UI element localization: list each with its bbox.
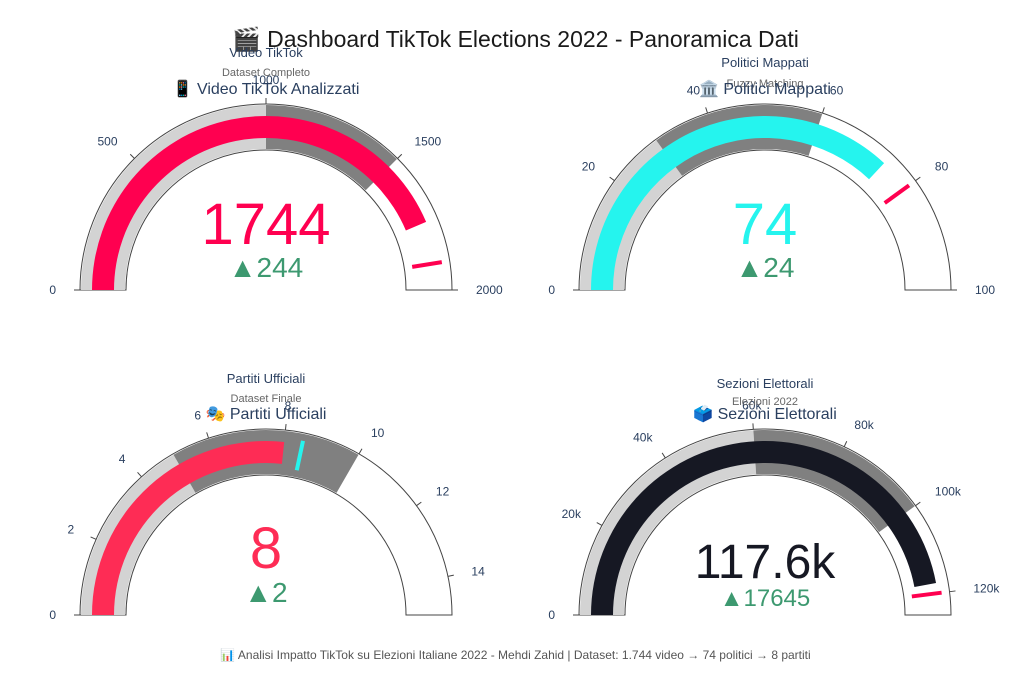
gauge-4-tick-label: 40k — [633, 431, 653, 445]
gauge-2-tick-label: 0 — [548, 283, 555, 297]
gauge-1-overlay-subtitle: Dataset Completo — [222, 67, 310, 79]
gauge-3-tick-mark — [447, 574, 454, 577]
gauge-2-tick-label: 40 — [687, 83, 701, 97]
gauge-4-overlay-subtitle: Elezioni 2022 — [732, 396, 798, 408]
gauge-4-tick-label: 20k — [562, 507, 582, 521]
gauge-1-tick-label: 1000 — [253, 73, 280, 87]
gauge-1-threshold-marker — [411, 260, 443, 269]
gauge-1-tick-mark — [129, 153, 135, 159]
gauge-3-tick-label: 2 — [67, 523, 74, 537]
gauge-2-tick-label: 20 — [582, 160, 596, 174]
gauge-3-tick-label: 12 — [436, 485, 450, 499]
gauge-4-overlay-title: Sezioni Elettorali — [717, 376, 814, 391]
gauge-2-overlay-title: Politici Mappati — [721, 55, 809, 70]
gauge-2-overlay-subtitle: Fuzzy Matching — [726, 78, 803, 90]
gauge-1-tick-label: 0 — [49, 283, 56, 297]
gauge-2-threshold-marker — [883, 183, 911, 205]
dashboard-footer: 📊 Analisi Impatto TikTok su Elezioni Ita… — [220, 648, 811, 662]
gauge-4-tick-mark — [949, 590, 956, 593]
gauge-3-tick-mark — [137, 471, 142, 478]
gauge-3-value-number: 8 — [250, 516, 282, 581]
gauge-3-tick-label: 0 — [49, 608, 56, 622]
gauge-2-tick-mark — [705, 107, 708, 114]
gauge-3-overlay-title: Partiti Ufficiali — [227, 371, 306, 386]
gauge-3-tick-label: 10 — [371, 426, 385, 440]
gauge-3-tick-label: 6 — [194, 408, 201, 422]
gauge-4-value-number: 117.6k — [695, 536, 837, 589]
gauge-2-delta: ▲24 — [736, 252, 795, 283]
gauge-4-delta: ▲17645 — [720, 585, 811, 612]
gauge-4-tick-label: 60k — [742, 398, 762, 412]
gauge-3-threshold-marker — [294, 440, 305, 471]
gauge-3-title: 🎭 Partiti Ufficiali — [206, 406, 327, 423]
gauge-1-value-bar — [92, 115, 427, 290]
gauge-4-tick-mark — [596, 522, 603, 526]
gauge-4-tick-mark — [915, 501, 921, 507]
gauge-1-tick-mark — [397, 153, 403, 159]
gauge-1-step-1 — [81, 105, 266, 290]
gauge-4-tick-mark — [843, 441, 848, 447]
gauge-2-tick-label: 80 — [935, 160, 949, 174]
gauge-3-overlay-subtitle: Dataset Finale — [231, 393, 302, 405]
gauge-3-delta: ▲2 — [244, 577, 287, 608]
gauge-4-title: 🗳️ Sezioni Elettorali — [693, 404, 837, 423]
gauge-4-tick-label: 100k — [935, 485, 962, 499]
gauge-4-value-bar — [591, 441, 937, 615]
gauge-3-tick-mark — [90, 536, 97, 540]
gauge-1-tick-label: 1500 — [414, 135, 441, 149]
gauge-4-threshold-marker — [911, 590, 942, 599]
gauge-2-tick-label: 100 — [975, 283, 995, 297]
gauge-3-tick-mark — [284, 423, 287, 431]
gauge-1-title: 📱 Video TikTok Analizzati — [173, 79, 360, 98]
gauge-3-tick-mark — [416, 501, 422, 507]
gauge-1-overlay-title: Video TikTok — [229, 45, 303, 60]
gauge-2-value-bar — [591, 115, 885, 291]
gauge-2-title: 🏛️ Politici Mappati — [699, 79, 831, 98]
gauge-2-tick-mark — [822, 107, 825, 114]
gauge-4-step-1 — [580, 430, 757, 615]
gauge-3-tick-mark — [358, 448, 363, 455]
gauge-1-delta: ▲244 — [229, 252, 303, 283]
gauge-1-tick-label: 2000 — [476, 283, 503, 297]
gauge-2-value-number: 74 — [733, 192, 798, 257]
gauge-4-tick-mark — [661, 452, 666, 459]
gauge-3-tick-label: 14 — [471, 564, 485, 578]
gauge-4-tick-label: 120k — [973, 582, 1000, 596]
gauge-3-tick-label: 8 — [285, 399, 292, 413]
gauge-3-tick-label: 4 — [119, 452, 126, 466]
gauge-1-value-number: 1744 — [201, 192, 330, 257]
gauge-4-tick-label: 80k — [854, 418, 874, 432]
dashboard-title: 🎬 Dashboard TikTok Elections 2022 - Pano… — [232, 26, 799, 52]
gauge-2-tick-mark — [915, 176, 921, 182]
gauge-2-tick-label: 60 — [830, 83, 844, 97]
gauge-3-tick-mark — [206, 432, 209, 439]
gauge-3-value-bar — [92, 441, 285, 615]
gauge-2-tick-mark — [609, 176, 615, 182]
gauge-1-tick-label: 500 — [97, 135, 117, 149]
gauge-4-tick-label: 0 — [548, 608, 555, 622]
